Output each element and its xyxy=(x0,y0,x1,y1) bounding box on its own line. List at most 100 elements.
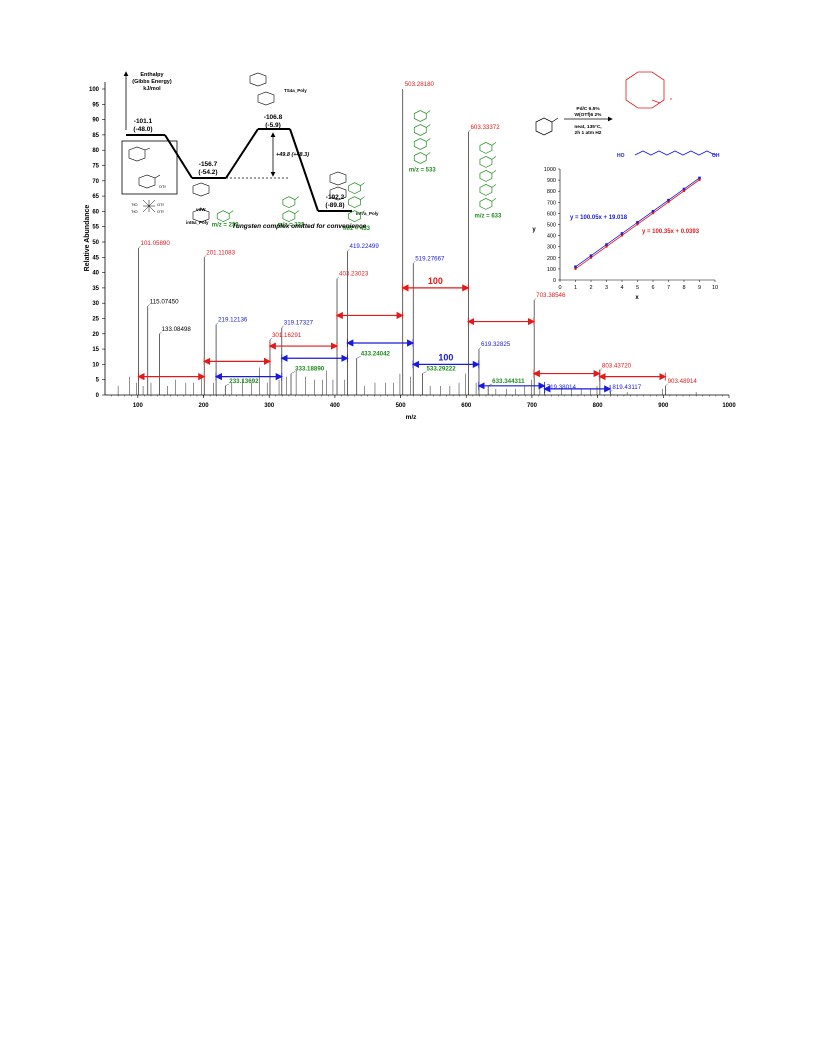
inset-y-tick-label: 300 xyxy=(547,245,556,251)
inset-y-tick-label: 700 xyxy=(547,200,556,206)
inset-y-tick-label: 500 xyxy=(547,223,556,229)
inset-y-tick-label: 1000 xyxy=(544,167,556,173)
data-point xyxy=(589,254,593,257)
x-tick-label: 700 xyxy=(527,403,538,409)
fragment-ring xyxy=(479,198,497,210)
peak-leader xyxy=(147,304,150,307)
y-tick-label: 40 xyxy=(92,271,99,277)
x-tick-label: 600 xyxy=(461,403,472,409)
int6a-label: int6a_Poly xyxy=(186,220,209,225)
peak-label: 903.48914 xyxy=(668,378,698,385)
inset-y-tick-label: 600 xyxy=(547,211,556,217)
path-3 xyxy=(289,128,319,212)
level-2-gibbs: (-54.2) xyxy=(198,169,217,176)
y-tick-label: 75 xyxy=(92,164,99,170)
fragment-mz-label: m/z = 333 xyxy=(277,223,305,229)
fragment-ring xyxy=(479,156,497,168)
fragment-ring xyxy=(413,124,431,136)
x-tick-label: 300 xyxy=(264,403,275,409)
y-tick-label: 50 xyxy=(92,240,99,246)
fragment-ring xyxy=(348,196,365,209)
level-4-value: -192.2 xyxy=(326,194,345,201)
y-tick-label: 35 xyxy=(92,286,99,292)
y-tick-label: 0 xyxy=(96,393,100,399)
mass-difference-label: 100 xyxy=(438,352,453,362)
peak-label: 619.32825 xyxy=(481,341,511,348)
fragment-ring xyxy=(413,152,431,164)
cond-3: neat, 135°C, xyxy=(574,124,602,130)
x-axis-label: m/z xyxy=(406,414,418,421)
data-point xyxy=(574,267,577,271)
peak-leader xyxy=(347,249,350,252)
x-tick-label: 1000 xyxy=(722,403,736,409)
ts-structure xyxy=(249,72,275,106)
x-tick-label: 200 xyxy=(199,403,210,409)
data-point xyxy=(651,211,655,215)
cond-2: W(OTf)6 2% xyxy=(575,112,603,118)
peak-leader xyxy=(204,255,207,258)
peak-leader xyxy=(665,383,668,386)
peak-label: 819.43117 xyxy=(612,384,641,391)
peak-label: 319.17327 xyxy=(284,320,314,327)
y-tick-label: 30 xyxy=(92,301,99,307)
level-3-gibbs: (-5.9) xyxy=(265,122,281,129)
peak-label: 201.11083 xyxy=(206,249,235,256)
data-point xyxy=(651,209,655,213)
units-label: kJ/mol xyxy=(143,86,161,92)
peak-leader xyxy=(336,276,340,279)
peak-leader xyxy=(356,356,361,359)
data-point xyxy=(667,198,670,202)
fragment-ring xyxy=(413,110,431,122)
mass-difference-label: 100 xyxy=(428,276,443,286)
peak-label: 433.24042 xyxy=(361,350,391,357)
peak-label: 633.344311 xyxy=(492,378,525,385)
peak-label: 115.07450 xyxy=(150,298,179,305)
y-tick-label: 85 xyxy=(92,133,99,139)
level-1-gibbs: (-48.0) xyxy=(133,126,152,133)
macrocycle-structure xyxy=(625,71,665,109)
y-tick-label: 20 xyxy=(92,332,99,338)
fragment-mz-label: m/z = 233 xyxy=(212,223,240,229)
inset-x-tick-label: 2 xyxy=(589,285,592,291)
peak-label: 219.12136 xyxy=(218,317,248,324)
reactant-box xyxy=(121,140,178,195)
inset-y-tick-label: 400 xyxy=(547,234,556,240)
w-otf-label-1: OTf xyxy=(157,202,165,207)
peak-label: 803.43720 xyxy=(602,363,632,370)
fragment-ring xyxy=(413,138,431,150)
data-point xyxy=(589,256,593,259)
inset-y-tick-label: 100 xyxy=(547,267,556,273)
peak-leader xyxy=(269,337,273,341)
path-1 xyxy=(164,134,193,179)
fragment-ring xyxy=(348,182,365,195)
x-tick-label: 800 xyxy=(593,403,604,409)
y-tick-label: 55 xyxy=(92,225,99,231)
int7a-label: int7a_Poly xyxy=(356,211,379,216)
peak-label: 403.23023 xyxy=(339,271,369,278)
inset-y-tick-label: 800 xyxy=(547,189,556,195)
inset-x-tick-label: 1 xyxy=(574,285,577,291)
vdw-label: vdW xyxy=(196,207,206,212)
fragment-ring xyxy=(216,210,234,223)
y-tick-label: 95 xyxy=(92,102,99,108)
peak-leader xyxy=(478,346,482,350)
peak-leader xyxy=(413,261,416,264)
y-tick-label: 5 xyxy=(96,378,100,384)
valerolactone-structure xyxy=(535,117,559,136)
y-tick-label: 80 xyxy=(92,148,99,154)
w-complex xyxy=(142,199,156,213)
fragment-ring xyxy=(479,170,497,182)
vdw-structure xyxy=(192,182,210,223)
data-point xyxy=(636,223,639,226)
level-1-value: -101.1 xyxy=(134,118,153,125)
peak-label: 533.29222 xyxy=(426,366,456,373)
peak-label: 503.28180 xyxy=(405,81,435,88)
data-point xyxy=(620,234,624,237)
peak-label: 519.27667 xyxy=(415,255,445,262)
lactone-structure-2 xyxy=(138,174,161,189)
peak-label: 101.05890 xyxy=(141,240,171,247)
fragment-ring xyxy=(282,210,300,223)
inset-y-tick-label: 900 xyxy=(547,178,556,184)
reaction-scheme: Pd/C 6.5% W(OTf)6 2% neat, 135°C, 2h 1 a… xyxy=(535,71,720,159)
